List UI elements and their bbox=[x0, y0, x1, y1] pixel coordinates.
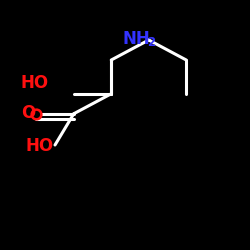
Text: NH: NH bbox=[122, 30, 150, 48]
Text: HO: HO bbox=[20, 74, 49, 92]
Text: 2: 2 bbox=[148, 36, 156, 50]
Text: O: O bbox=[22, 104, 36, 122]
Text: HO: HO bbox=[26, 137, 54, 155]
